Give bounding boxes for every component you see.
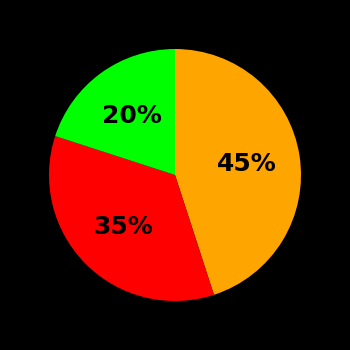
Wedge shape: [175, 49, 301, 295]
Wedge shape: [49, 136, 214, 301]
Text: 35%: 35%: [93, 215, 153, 239]
Text: 20%: 20%: [102, 104, 162, 128]
Text: 45%: 45%: [217, 152, 277, 176]
Wedge shape: [55, 49, 175, 175]
